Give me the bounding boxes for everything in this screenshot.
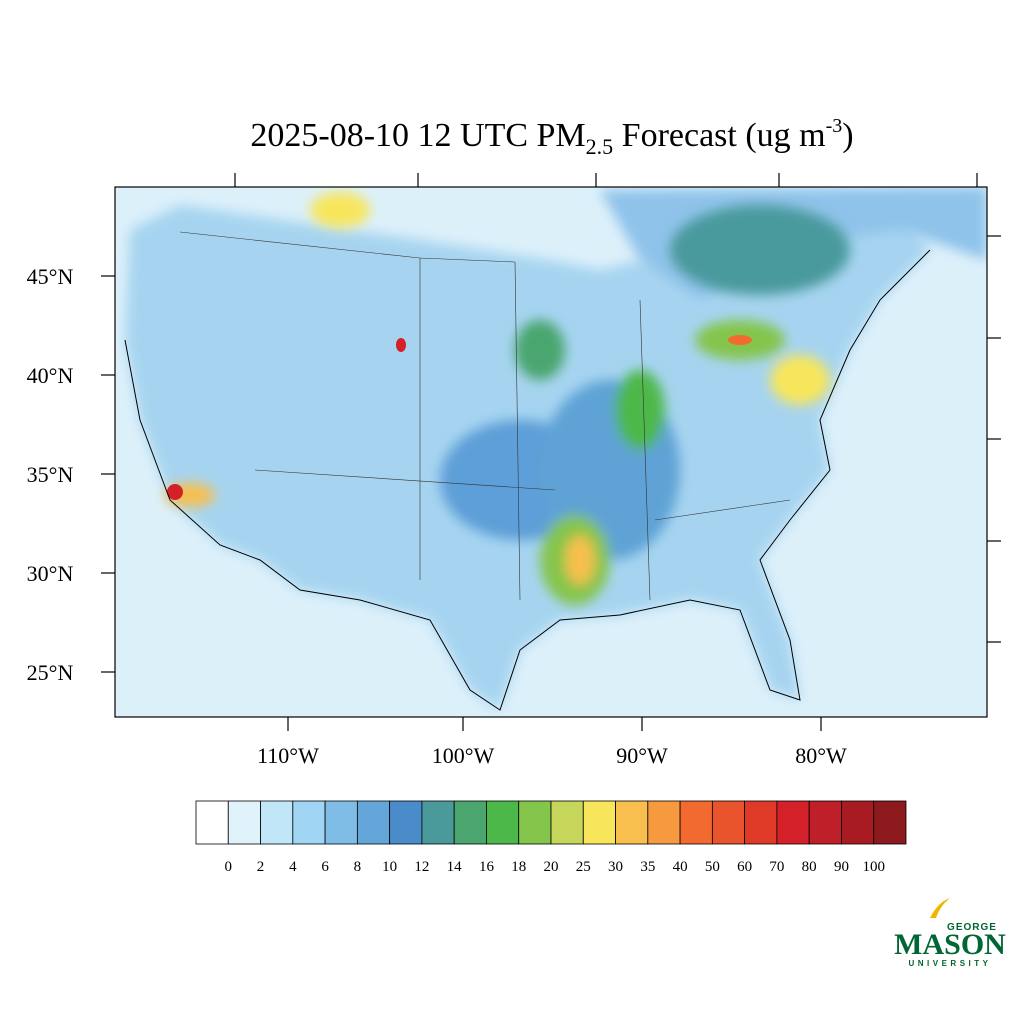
colorbar-label: 20: [544, 859, 559, 875]
colorbar-label: 0: [225, 859, 233, 875]
map: 45°N 40°N 35°N 30°N 25°N 110°W 100°W 90°W 80°W: [27, 173, 1001, 768]
colorbar-box: [647, 800, 681, 845]
colorbar-box: [873, 800, 907, 845]
colorbar-label: 16: [479, 859, 495, 875]
frame-ticks: [101, 173, 1001, 731]
colorbar-label: 60: [737, 859, 752, 875]
lon-label: 80°W: [795, 743, 847, 768]
colorbar-label: 25: [576, 859, 591, 875]
map-frame: [114, 186, 988, 718]
lon-label: 90°W: [616, 743, 668, 768]
colorbar-box: [679, 800, 713, 845]
colorbar-box: [486, 800, 520, 845]
colorbar-box: [744, 800, 778, 845]
lat-label: 30°N: [27, 561, 74, 586]
colorbar-box: [615, 800, 649, 845]
colorbar-box: [550, 800, 584, 845]
colorbar-box: [227, 800, 261, 845]
colorbar-label: 90: [834, 859, 849, 875]
title-sup: -3: [826, 115, 843, 137]
title-main: 2025-08-10 12 UTC PM: [250, 117, 585, 154]
colorbar-box: [356, 800, 391, 845]
colorbar-box: [453, 800, 487, 845]
lat-label: 45°N: [27, 264, 74, 289]
hotspot: [728, 335, 752, 345]
colorbar-label: 50: [705, 859, 720, 875]
title-rest: Forecast (ug m: [613, 117, 825, 154]
colorbar-box: [711, 800, 746, 845]
colorbar-label: 70: [769, 859, 784, 875]
lat-label: 40°N: [27, 363, 74, 388]
colorbar-box: [808, 800, 842, 845]
colorbar-box: [389, 800, 423, 845]
colorbar-label: 35: [640, 859, 655, 875]
colorbar-label: 100: [862, 859, 885, 875]
colorbar-label: 2: [257, 859, 265, 875]
title: 2025-08-10 12 UTC PM2.5 Forecast (ug m-3…: [250, 115, 853, 159]
logo-top: GEORGE: [947, 922, 997, 933]
lon-label: 110°W: [257, 743, 319, 768]
colorbar-label: 10: [382, 859, 397, 875]
colorbar-box: [582, 800, 616, 845]
colorbar-label: 12: [414, 859, 429, 875]
logo: GEORGE MASON UNIVERSITY: [894, 898, 1006, 968]
colorbar-label: 18: [511, 859, 526, 875]
colorbar-box: [841, 800, 875, 845]
hotspot: [396, 338, 406, 352]
colorbar-box: [324, 800, 358, 845]
colorbar-label: 40: [673, 859, 688, 875]
logo-main: MASON: [894, 928, 1006, 961]
logo-flame: [930, 898, 950, 918]
colorbar-box: [195, 800, 229, 845]
colorbar-box: [776, 800, 810, 845]
coastline: [124, 249, 931, 711]
title-end: ): [842, 117, 853, 154]
colorbar-label: 6: [321, 859, 329, 875]
colorbar-box: [421, 800, 455, 845]
colorbar-label: 4: [289, 859, 297, 875]
logo-bottom: UNIVERSITY: [908, 959, 991, 968]
colorbar-box: [260, 800, 294, 845]
colorbar-label: 8: [354, 859, 362, 875]
colorbar-label: 80: [802, 859, 817, 875]
colorbar-label: 14: [447, 859, 463, 875]
colorbar-box: [518, 800, 552, 845]
title-sub: 2.5: [586, 134, 614, 159]
lat-label: 35°N: [27, 462, 74, 487]
hotspot: [167, 484, 183, 500]
colorbar: 0 2 4 6 8 10 12 14 16 18 20 25 30 35 40 50 60 70 80 90 100: [195, 800, 907, 875]
lon-label: 100°W: [432, 743, 495, 768]
state-borders: [179, 231, 791, 601]
lat-label: 25°N: [27, 660, 74, 685]
colorbar-label: 30: [608, 859, 623, 875]
map-field: [124, 187, 987, 711]
colorbar-box: [292, 800, 326, 845]
